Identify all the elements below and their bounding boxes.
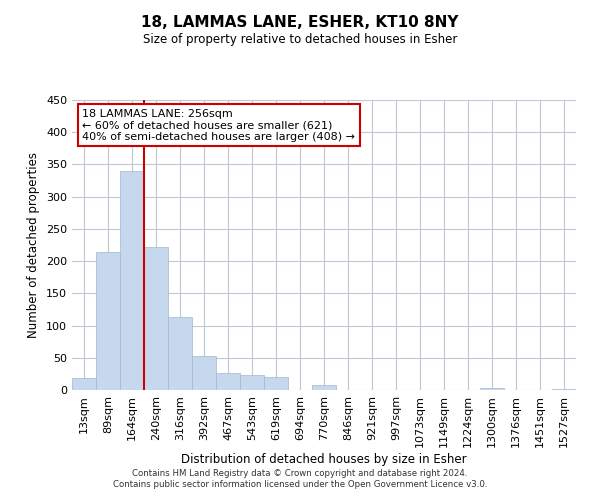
Text: Size of property relative to detached houses in Esher: Size of property relative to detached ho…: [143, 32, 457, 46]
X-axis label: Distribution of detached houses by size in Esher: Distribution of detached houses by size …: [181, 452, 467, 466]
Bar: [96, 252, 120, 390]
Bar: [120, 171, 144, 390]
Bar: [168, 317, 192, 390]
Y-axis label: Number of detached properties: Number of detached properties: [28, 152, 40, 338]
Bar: [144, 247, 168, 390]
Bar: [264, 377, 288, 390]
Bar: [216, 373, 240, 390]
Bar: [480, 388, 504, 390]
Text: Contains HM Land Registry data © Crown copyright and database right 2024.: Contains HM Land Registry data © Crown c…: [132, 468, 468, 477]
Text: 18 LAMMAS LANE: 256sqm
← 60% of detached houses are smaller (621)
40% of semi-de: 18 LAMMAS LANE: 256sqm ← 60% of detached…: [82, 108, 355, 142]
Bar: [312, 386, 336, 390]
Bar: [552, 388, 576, 390]
Bar: [192, 356, 216, 390]
Text: 18, LAMMAS LANE, ESHER, KT10 8NY: 18, LAMMAS LANE, ESHER, KT10 8NY: [141, 15, 459, 30]
Text: Contains public sector information licensed under the Open Government Licence v3: Contains public sector information licen…: [113, 480, 487, 489]
Bar: [240, 374, 264, 390]
Bar: [72, 378, 96, 390]
